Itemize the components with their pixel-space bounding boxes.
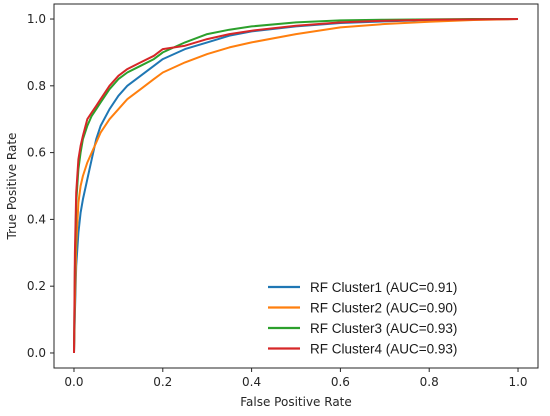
x-tick-label: 0.6 — [331, 375, 350, 389]
x-tick-label: 0.8 — [420, 375, 439, 389]
y-tick-label: 0.8 — [27, 79, 46, 93]
series-line-cluster4 — [73, 18, 519, 354]
x-tick-label: 0.4 — [242, 375, 261, 389]
y-tick-label: 0.2 — [27, 279, 46, 293]
legend-label: RF Cluster4 (AUC=0.93) — [310, 342, 457, 357]
y-axis-label: True Positive Rate — [5, 133, 19, 241]
x-tick-label: 0.0 — [64, 375, 83, 389]
plot-area — [53, 3, 539, 369]
legend-label: RF Cluster1 (AUC=0.91) — [310, 280, 457, 295]
legend-label: RF Cluster3 (AUC=0.93) — [310, 321, 457, 336]
y-tick-label: 0.0 — [27, 346, 46, 360]
y-tick-label: 1.0 — [27, 12, 46, 26]
x-tick-label: 1.0 — [508, 375, 527, 389]
x-tick-label: 0.2 — [153, 375, 172, 389]
legend-label: RF Cluster2 (AUC=0.90) — [310, 301, 457, 316]
legend: RF Cluster1 (AUC=0.91) RF Cluster2 (AUC=0… — [268, 280, 457, 357]
y-axis-ticks: 0.0 0.2 0.4 0.6 0.8 1.0 — [27, 12, 54, 360]
x-axis-label: False Positive Rate — [240, 395, 352, 409]
y-tick-label: 0.4 — [27, 212, 46, 226]
y-tick-label: 0.6 — [27, 146, 46, 160]
series-line-cluster2 — [73, 18, 519, 354]
x-axis-ticks: 0.0 0.2 0.4 0.6 0.8 1.0 — [64, 368, 528, 389]
curves-group — [73, 18, 519, 354]
series-line-cluster3 — [73, 18, 518, 354]
